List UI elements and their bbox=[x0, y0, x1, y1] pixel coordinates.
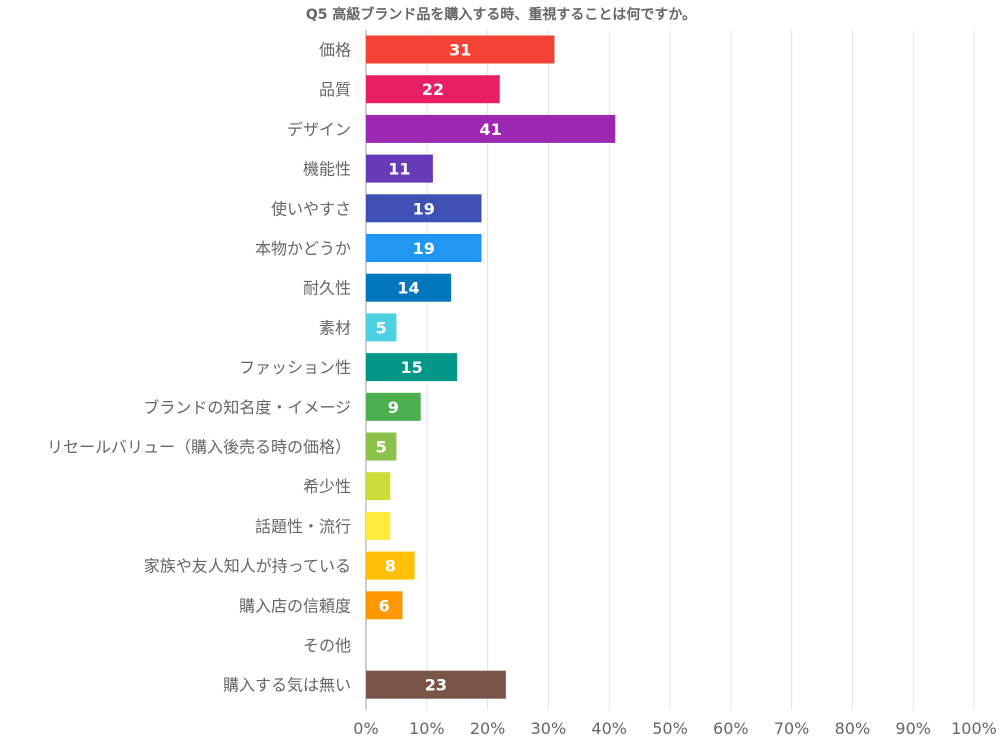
bar bbox=[366, 75, 500, 104]
data-label: 41 bbox=[480, 120, 502, 139]
category-label: 家族や友人知人が持っている bbox=[144, 557, 351, 576]
x-tick-label: 70% bbox=[774, 719, 810, 738]
x-tick-label: 100% bbox=[951, 719, 997, 738]
category-label: 機能性 bbox=[303, 160, 351, 179]
category-label: 価格 bbox=[319, 41, 351, 60]
category-label: ファッション性 bbox=[239, 358, 351, 377]
category-label: リセールバリュー（購入後売る時の価格） bbox=[47, 438, 351, 457]
x-tick-label: 20% bbox=[470, 719, 506, 738]
bar bbox=[366, 154, 433, 183]
value-labels: 31 22 41 11 19 19 14 5 15 9 5 8 6 23 bbox=[376, 41, 502, 695]
data-label: 19 bbox=[413, 239, 435, 258]
grid-lines bbox=[365, 30, 975, 710]
x-axis-ticks: 0% 10% 20% 30% 40% 50% 60% 70% 80% 90% 100% bbox=[353, 719, 997, 738]
data-label: 5 bbox=[376, 438, 387, 457]
bar bbox=[366, 551, 415, 580]
bar bbox=[366, 114, 616, 143]
category-label: 品質 bbox=[319, 80, 351, 99]
data-label: 22 bbox=[422, 80, 444, 99]
bar bbox=[366, 472, 391, 501]
category-label: 希少性 bbox=[303, 477, 351, 496]
bar bbox=[366, 313, 397, 342]
chart-title: Q5 高級ブランド品を購入する時、重視することは何ですか。 bbox=[306, 6, 696, 23]
bar bbox=[366, 35, 555, 64]
bar bbox=[366, 194, 482, 223]
category-label: 使いやすさ bbox=[271, 199, 351, 218]
x-tick-label: 10% bbox=[409, 719, 445, 738]
x-tick-label: 90% bbox=[895, 719, 931, 738]
data-label: 23 bbox=[425, 676, 447, 695]
category-label: その他 bbox=[303, 636, 351, 655]
x-tick-label: 50% bbox=[652, 719, 688, 738]
x-tick-label: 60% bbox=[713, 719, 749, 738]
bar bbox=[366, 392, 421, 421]
data-label: 6 bbox=[379, 596, 390, 615]
category-label: 話題性・流行 bbox=[255, 517, 351, 536]
bar bbox=[366, 234, 482, 262]
data-label: 8 bbox=[385, 557, 396, 576]
x-tick-label: 40% bbox=[591, 719, 627, 738]
data-label: 14 bbox=[397, 279, 419, 298]
bar bbox=[366, 670, 506, 699]
category-label: 購入店の信頼度 bbox=[239, 596, 351, 615]
bar bbox=[366, 273, 452, 302]
category-label: 本物かどうか bbox=[255, 239, 351, 258]
bars bbox=[366, 35, 616, 699]
data-label: 19 bbox=[413, 199, 435, 218]
data-label: 5 bbox=[376, 318, 387, 337]
bar bbox=[366, 511, 391, 540]
category-label: ブランドの知名度・イメージ bbox=[143, 398, 351, 417]
x-tick-label: 30% bbox=[531, 719, 567, 738]
category-labels: 価格品質デザイン機能性使いやすさ本物かどうか耐久性素材ファッション性ブランドの知… bbox=[47, 41, 351, 695]
x-tick-label: 0% bbox=[353, 719, 378, 738]
category-label: デザイン bbox=[287, 120, 351, 139]
data-label: 15 bbox=[400, 358, 422, 377]
data-label: 9 bbox=[388, 398, 399, 417]
category-label: 購入する気は無い bbox=[223, 676, 351, 695]
x-tick-label: 80% bbox=[835, 719, 871, 738]
bar bbox=[366, 591, 403, 620]
category-label: 素材 bbox=[319, 318, 351, 337]
data-label: 31 bbox=[449, 41, 471, 60]
bar bbox=[366, 353, 458, 382]
category-label: 耐久性 bbox=[303, 279, 351, 298]
data-label: 11 bbox=[388, 160, 410, 179]
bar bbox=[366, 432, 397, 461]
